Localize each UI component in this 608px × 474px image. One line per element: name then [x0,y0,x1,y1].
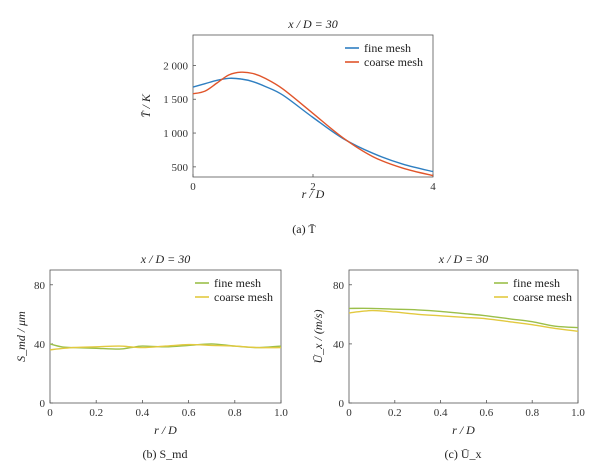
x-tick-label: 0.8 [228,407,242,419]
x-tick-label: 0 [47,407,53,419]
x-tick-label: 2 [310,181,316,193]
x-tick-label: 0.8 [525,407,539,419]
x-tick-label: 0.6 [480,407,494,419]
x-tick-label: 0.2 [89,407,103,419]
caption-c: (c) Ū_x [445,447,482,461]
legend-entry-1: coarse mesh [364,55,423,69]
x-tick-label: 4 [430,181,436,193]
y-axis-label: S_md / μm [14,311,28,362]
x-tick-label: 0.4 [434,407,448,419]
y-tick-label: 0 [40,398,46,410]
series-line-0 [348,307,579,329]
y-tick-label: 40 [34,339,46,351]
legend-entry-0: fine mesh [513,276,560,290]
caption-b: (b) S_md [143,447,188,461]
chart-title: x / D = 30 [287,17,337,31]
legend-entry-0: fine mesh [214,276,261,290]
x-tick-label: 0.4 [136,407,150,419]
chart-title: x / D = 30 [140,252,190,266]
y-axis-label: Ū_x / (m/s) [311,310,325,364]
x-tick-label: 0 [190,181,196,193]
legend-entry-1: coarse mesh [214,290,273,304]
y-axis-label: T̄ / K [139,93,153,118]
chart-1: x / D = 30 0 0.2 0.4 0.6 0.8 1.0 0 40 80 r / D S_md… [14,252,288,437]
x-axis-label: r / D [154,423,177,437]
series-line-0 [192,77,434,173]
x-tick-label: 0.6 [182,407,196,419]
y-tick-label: 80 [333,280,345,292]
x-tick-label: 1.0 [274,407,288,419]
y-tick-label: 0 [339,398,345,410]
legend-entry-0: fine mesh [364,41,411,55]
legend-entry-1: coarse mesh [513,290,572,304]
series-line-1 [49,343,282,351]
x-axis-label: r / D [452,423,475,437]
series-line-1 [192,71,434,177]
y-tick-label: 40 [333,339,345,351]
y-tick-label: 500 [172,162,189,174]
series-line-1 [348,309,579,332]
x-tick-label: 0 [346,407,352,419]
plot-frame [49,269,282,404]
y-tick-label: 1 000 [163,128,188,140]
plot-frame [348,269,579,404]
x-tick-label: 1.0 [571,407,585,419]
chart-title: x / D = 30 [438,252,488,266]
y-tick-label: 1 500 [163,94,188,106]
y-tick-label: 80 [34,280,46,292]
caption-a: (a) T̄ [292,222,316,236]
chart-2: x / D = 30 0 0.2 0.4 0.6 0.8 1.0 0 40 80 r / D Ū_x … [311,252,585,437]
x-axis-label: r / D [302,187,325,201]
chart-0: x / D = 30 0 2 4 500 1 000 1 500 2 000 r / D T̄ /… [139,17,436,201]
x-tick-label: 0.2 [388,407,402,419]
y-tick-label: 2 000 [163,60,188,72]
